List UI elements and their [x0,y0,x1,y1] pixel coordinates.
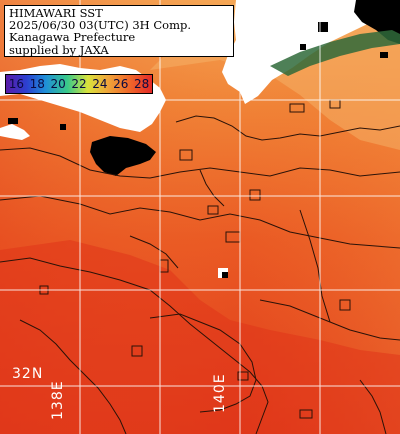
scale-label: 22 [71,77,87,91]
date-line: 2025/06/30 03(UTC) 3H Comp. [9,18,192,33]
cloud-speck [8,118,18,124]
region-line: Kanagawa Prefecture [9,30,136,45]
temperature-color-scale: 16 18 20 22 24 26 28 [5,74,153,94]
cloud-speck [380,52,388,58]
cloud-speck [300,44,306,50]
cloud-speck [60,124,66,130]
scale-label: 28 [133,77,150,91]
latitude-label: 32N [12,366,44,382]
scale-label: 16 [8,77,25,91]
cloud-speck [222,272,228,278]
source-line: supplied by JAXA [9,42,109,57]
cloud-mask-bay [90,136,156,176]
land-izu-peninsula [0,124,30,140]
longitude-label-140: 140E [212,373,228,413]
cloud-speck [318,22,328,32]
longitude-label-138: 138E [50,380,66,420]
sst-contours [0,115,400,434]
coastal-cold-band [270,30,400,76]
scale-label: 26 [113,77,129,91]
scale-label: 18 [29,77,45,91]
scale-label: 24 [92,77,108,91]
map-title-box: HIMAWARI SST 2025/06/30 03(UTC) 3H Comp.… [4,5,234,57]
title-line: HIMAWARI SST [9,6,103,20]
scale-label: 20 [50,77,66,91]
